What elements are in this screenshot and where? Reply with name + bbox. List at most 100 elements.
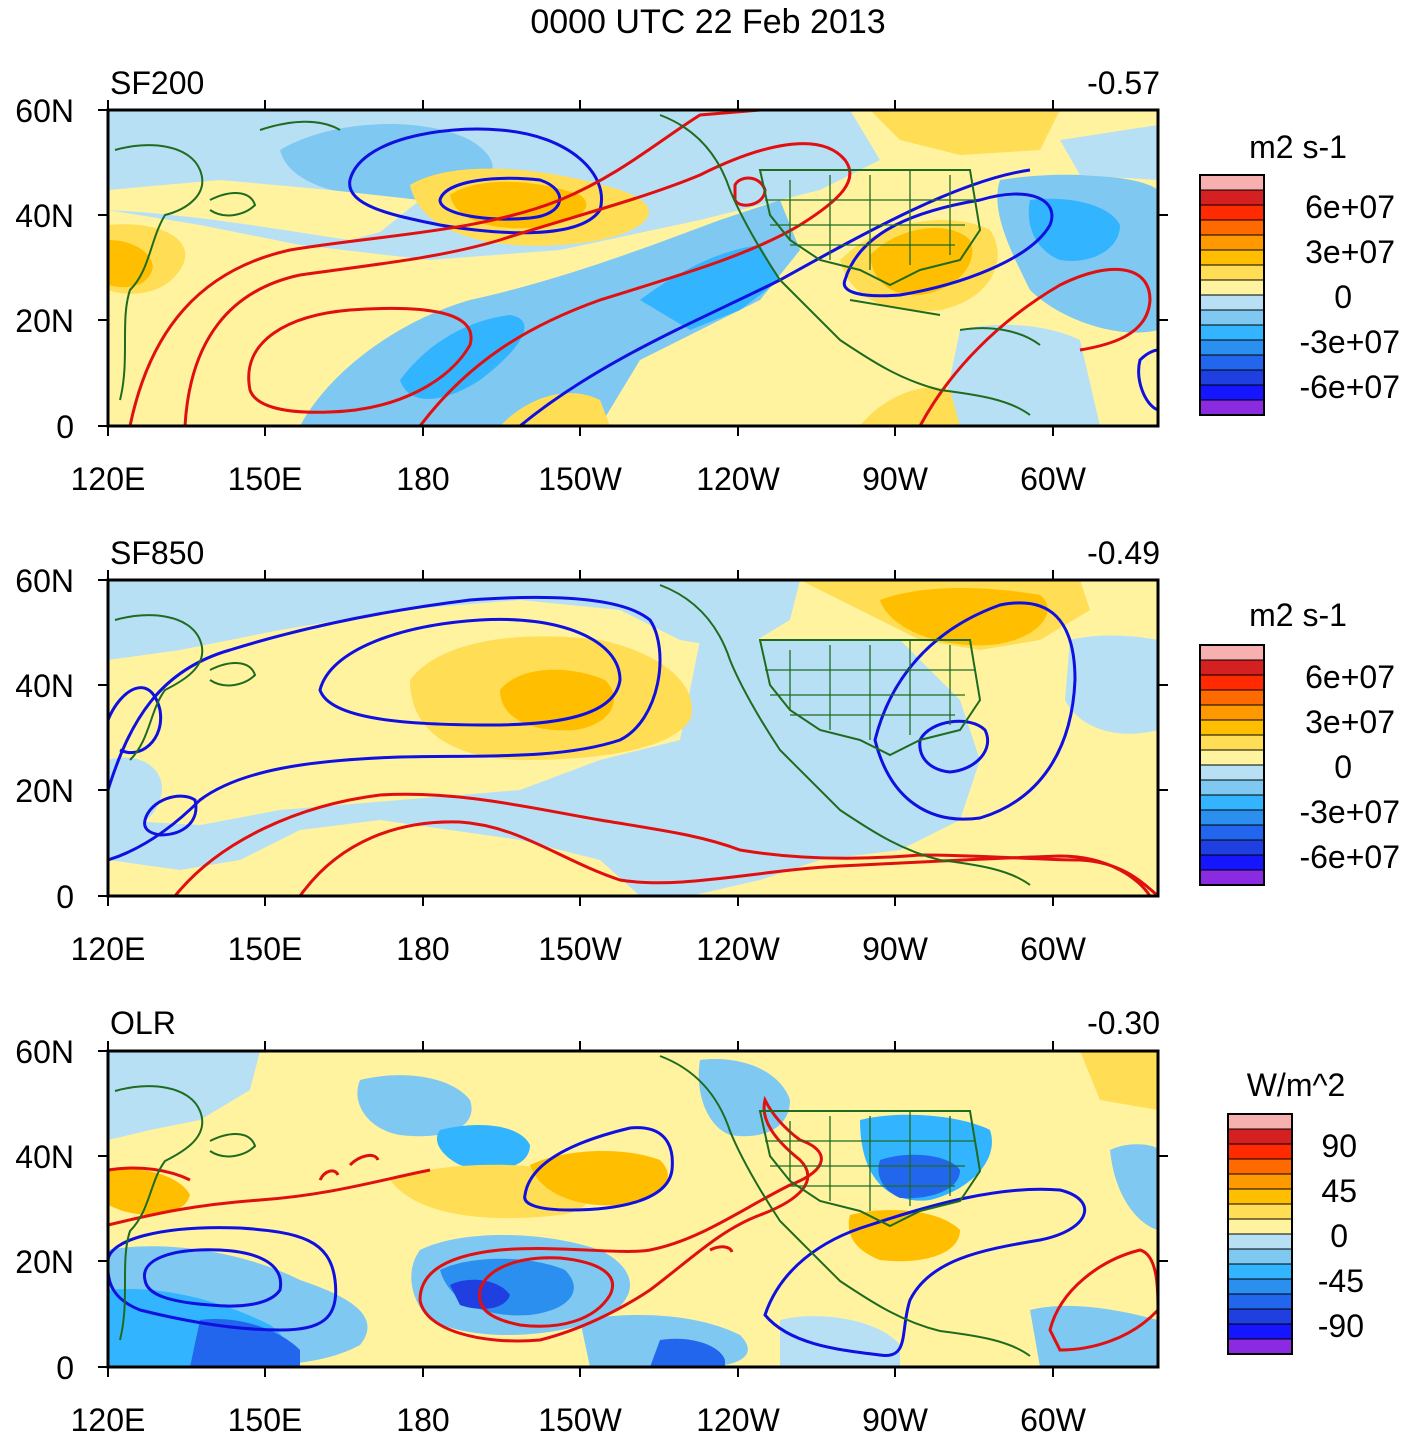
- x-tick-label: 120W: [696, 931, 780, 967]
- x-tick-label: 150W: [538, 931, 622, 967]
- colorbar-label: 3e+07: [1305, 234, 1395, 270]
- x-tick-label: 150E: [228, 461, 303, 497]
- colorbar-label: 45: [1321, 1173, 1357, 1209]
- colorbar-swatch: [1199, 854, 1265, 871]
- colorbar-swatch: [1199, 204, 1265, 221]
- panel-sf200: SF200 -0.57: [15, 65, 1400, 497]
- x-tick-label: 120E: [71, 1402, 146, 1438]
- colorbar-label: -6e+07: [1299, 839, 1400, 875]
- colorbar-swatch: [1199, 764, 1265, 781]
- x-tick-label: 150E: [228, 1402, 303, 1438]
- x-tick-label: 150E: [228, 931, 303, 967]
- colorbar-sf850: m2 s-1 6e+07 3e+07 0 -3e+07 -6e+07: [1199, 597, 1400, 886]
- colorbar-unit: m2 s-1: [1249, 129, 1347, 165]
- colorbar-swatch: [1199, 794, 1265, 811]
- colorbar-swatch: [1199, 264, 1265, 281]
- y-tick-label: 40N: [15, 1139, 74, 1175]
- colorbar-frame: [1199, 644, 1265, 886]
- olr-map-field: [108, 1051, 1158, 1367]
- colorbar-swatch: [1227, 1293, 1293, 1310]
- colorbar-swatch: [1199, 354, 1265, 371]
- x-tick-label: 180: [396, 931, 449, 967]
- figure-title: 0000 UTC 22 Feb 2013: [530, 3, 885, 41]
- colorbar-swatch: [1199, 644, 1265, 661]
- colorbar-swatch: [1199, 824, 1265, 841]
- colorbar-swatch: [1199, 719, 1265, 736]
- x-tick-label: 150W: [538, 1402, 622, 1438]
- colorbar-swatch: [1227, 1218, 1293, 1235]
- colorbar-swatch: [1199, 659, 1265, 676]
- x-tick-label: 120W: [696, 1402, 780, 1438]
- colorbar-unit: W/m^2: [1247, 1067, 1346, 1103]
- colorbar-unit: m2 s-1: [1249, 597, 1347, 633]
- colorbar-label: 0: [1334, 279, 1352, 315]
- x-tick-label: 90W: [862, 1402, 929, 1438]
- y-tick-label: 60N: [15, 1034, 74, 1070]
- colorbar-swatch: [1199, 689, 1265, 706]
- colorbar-swatch: [1199, 384, 1265, 401]
- x-tick-label: 90W: [862, 461, 929, 497]
- colorbar-label: 6e+07: [1305, 659, 1395, 695]
- colorbar-swatch: [1199, 869, 1265, 886]
- x-tick-label: 90W: [862, 931, 929, 967]
- colorbar-swatch: [1227, 1338, 1293, 1355]
- colorbar-swatch: [1199, 174, 1265, 191]
- colorbar-label: 0: [1334, 749, 1352, 785]
- colorbar-swatch: [1199, 339, 1265, 356]
- y-tick-label: 40N: [15, 668, 74, 704]
- colorbar-swatch: [1199, 779, 1265, 796]
- panel-sf850: SF850 -0.49: [15, 535, 1400, 967]
- colorbar-swatch: [1199, 249, 1265, 266]
- y-tick-label: 0: [56, 879, 74, 915]
- colorbar-sf200: m2 s-1 6e+07 3e+07 0 -3e+07 -6e+07: [1199, 129, 1400, 416]
- colorbar-swatch: [1199, 399, 1265, 416]
- colorbar-swatch: [1227, 1263, 1293, 1280]
- colorbar-swatch: [1227, 1323, 1293, 1340]
- colorbar-label: 6e+07: [1305, 189, 1395, 225]
- panel-correlation-value: -0.49: [1087, 535, 1160, 571]
- colorbar-swatch: [1199, 674, 1265, 691]
- x-tick-label: 60W: [1020, 1402, 1087, 1438]
- y-tick-label: 40N: [15, 198, 74, 234]
- colorbar-swatch: [1199, 809, 1265, 826]
- panel-label: OLR: [110, 1005, 176, 1041]
- colorbar-label: 3e+07: [1305, 704, 1395, 740]
- colorbar-swatch: [1199, 734, 1265, 751]
- colorbar-swatch: [1227, 1173, 1293, 1190]
- x-tick-label: 180: [396, 461, 449, 497]
- colorbar-swatch: [1199, 369, 1265, 386]
- y-tick-label: 0: [56, 1350, 74, 1386]
- y-tick-label: 0: [56, 409, 74, 445]
- colorbar-swatch: [1199, 294, 1265, 311]
- sf200-map-field: [108, 110, 1158, 426]
- colorbar-swatch: [1227, 1113, 1293, 1130]
- y-tick-label: 20N: [15, 303, 74, 339]
- panel-correlation-value: -0.57: [1087, 65, 1160, 101]
- colorbar-frame: [1227, 1113, 1293, 1355]
- y-tick-label: 20N: [15, 773, 74, 809]
- colorbar-swatch: [1199, 839, 1265, 856]
- colorbar-swatch: [1227, 1203, 1293, 1220]
- colorbar-swatch: [1199, 324, 1265, 341]
- colorbar-swatch: [1199, 219, 1265, 236]
- colorbar-label: -45: [1318, 1263, 1364, 1299]
- y-tick-label: 20N: [15, 1244, 74, 1280]
- colorbar-label: 90: [1321, 1128, 1357, 1164]
- x-tick-label: 120E: [71, 461, 146, 497]
- x-tick-label: 60W: [1020, 931, 1087, 967]
- colorbar-swatch: [1199, 704, 1265, 721]
- colorbar-label: -6e+07: [1299, 369, 1400, 405]
- panel-olr: OLR -0.30: [15, 1005, 1364, 1438]
- y-tick-label: 60N: [15, 563, 74, 599]
- colorbar-swatch: [1227, 1233, 1293, 1250]
- colorbar-swatch: [1199, 189, 1265, 206]
- panel-label: SF850: [110, 535, 204, 571]
- colorbar-label: 0: [1330, 1218, 1348, 1254]
- x-tick-label: 120W: [696, 461, 780, 497]
- colorbar-swatch: [1227, 1158, 1293, 1175]
- colorbar-label: -3e+07: [1299, 794, 1400, 830]
- y-tick-label: 60N: [15, 93, 74, 129]
- x-tick-label: 120E: [71, 931, 146, 967]
- x-tick-label: 150W: [538, 461, 622, 497]
- colorbar-swatch: [1227, 1188, 1293, 1205]
